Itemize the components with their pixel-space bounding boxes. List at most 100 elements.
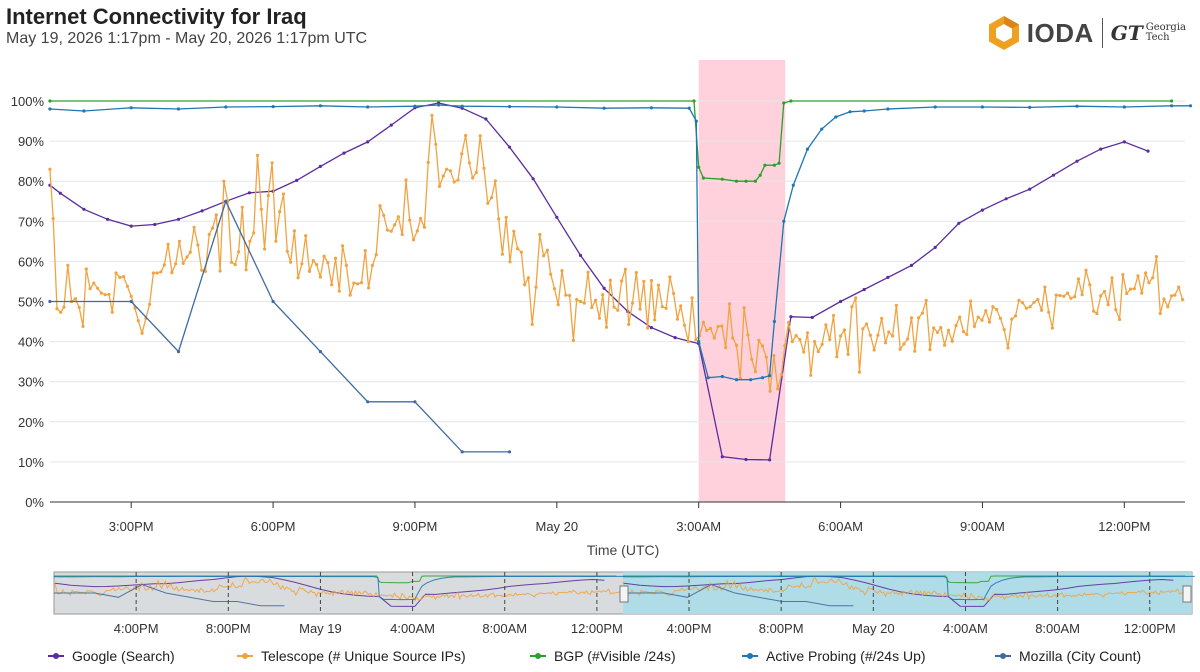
data-point — [48, 107, 52, 111]
data-point — [214, 213, 218, 217]
data-point — [720, 177, 724, 181]
data-point — [664, 306, 668, 310]
x-tick-label: 6:00PM — [251, 519, 296, 534]
data-point — [1028, 305, 1032, 309]
data-point — [828, 338, 832, 342]
ioda-logo: IODA GT Georgia Tech — [987, 14, 1186, 52]
data-point — [51, 216, 55, 221]
data-point — [839, 299, 843, 304]
legend-item[interactable]: Active Probing (#/24s Up) — [742, 648, 926, 664]
data-point — [106, 217, 110, 221]
legend-item[interactable]: Google (Search) — [48, 648, 175, 664]
data-point — [229, 260, 234, 264]
data-point — [352, 281, 356, 285]
data-point — [497, 217, 501, 221]
ioda-hexagon-icon — [988, 16, 1019, 50]
data-point — [538, 232, 542, 237]
data-point — [932, 326, 936, 330]
data-point — [58, 191, 62, 195]
data-point — [471, 176, 475, 180]
data-point — [820, 127, 824, 131]
data-point — [162, 263, 166, 267]
data-point — [96, 286, 100, 290]
data-point — [437, 103, 441, 107]
data-point — [148, 302, 152, 306]
data-point — [300, 262, 304, 266]
legend-label: Active Probing (#/24s Up) — [766, 648, 926, 664]
data-point — [271, 299, 275, 304]
legend-symbol — [48, 650, 64, 662]
data-point — [460, 152, 464, 156]
data-point — [1122, 140, 1126, 144]
data-point — [597, 316, 602, 320]
data-point — [62, 305, 66, 309]
data-point — [59, 310, 63, 314]
data-point — [972, 324, 977, 328]
data-point — [697, 340, 701, 344]
data-point — [690, 296, 694, 300]
legend-item[interactable]: Telescope (# Unique Source IPs) — [237, 648, 466, 664]
data-point — [176, 217, 181, 221]
data-point — [742, 306, 746, 310]
data-point — [1075, 104, 1079, 108]
data-point — [1118, 317, 1122, 322]
data-point — [980, 318, 984, 322]
data-point — [679, 304, 683, 308]
data-point — [1125, 291, 1129, 296]
data-point — [668, 275, 672, 279]
data-point — [917, 316, 921, 320]
navigator-tick-label: 4:00AM — [943, 621, 988, 636]
data-point — [764, 355, 768, 359]
data-point — [413, 104, 417, 108]
data-point — [744, 179, 748, 183]
data-point — [906, 337, 910, 341]
data-point — [315, 263, 319, 267]
data-point — [48, 99, 52, 103]
data-point — [649, 106, 654, 110]
data-point — [760, 376, 765, 380]
chart-legend: Google (Search) Telescope (# Unique Sourc… — [0, 644, 1200, 668]
data-point — [854, 296, 858, 300]
data-point — [862, 109, 866, 113]
data-point — [701, 176, 706, 180]
data-point — [649, 326, 654, 330]
data-point — [601, 293, 605, 297]
navigator-series-4 — [53, 583, 285, 607]
connectivity-chart: 0% 10% 20% 30% 40% 50% 60% 70% 80% 90% 100% 3:00PM 6… — [11, 60, 1195, 636]
data-point — [1014, 314, 1018, 318]
data-point — [159, 270, 163, 274]
data-point — [575, 297, 579, 302]
data-point — [363, 249, 367, 253]
legend-item[interactable]: Mozilla (City Count) — [995, 648, 1141, 664]
ioda-logo-text: IODA — [1026, 17, 1094, 48]
data-point — [508, 260, 512, 264]
data-point — [140, 331, 144, 335]
data-point — [337, 289, 341, 293]
data-point — [705, 328, 709, 332]
data-point — [980, 105, 985, 109]
data-point — [484, 117, 488, 121]
data-point — [426, 160, 430, 164]
data-point — [772, 319, 777, 324]
data-point — [155, 271, 159, 275]
data-point — [73, 297, 77, 301]
series-line-1 — [49, 115, 1184, 392]
data-point — [404, 178, 408, 182]
data-point — [1110, 276, 1114, 280]
data-point — [344, 263, 348, 267]
data-point — [891, 334, 895, 338]
data-point — [1188, 104, 1193, 108]
data-point — [255, 153, 260, 158]
navigator-left-handle[interactable] — [619, 585, 629, 603]
range-navigator[interactable]: 4:00PM 8:00PM May 19 4:00AM 8:00AM 12:00PM 4:0… — [53, 571, 1195, 636]
series-line-0 — [49, 102, 1149, 461]
y-tick-label: 20% — [18, 415, 44, 430]
legend-symbol — [237, 650, 253, 662]
navigator-right-handle[interactable] — [1182, 585, 1192, 603]
data-point — [772, 354, 776, 358]
data-point — [604, 325, 609, 329]
data-point — [987, 320, 992, 324]
y-tick-label: 60% — [18, 254, 44, 269]
data-point — [252, 231, 256, 235]
legend-item[interactable]: BGP (#Visible /24s) — [530, 648, 676, 664]
